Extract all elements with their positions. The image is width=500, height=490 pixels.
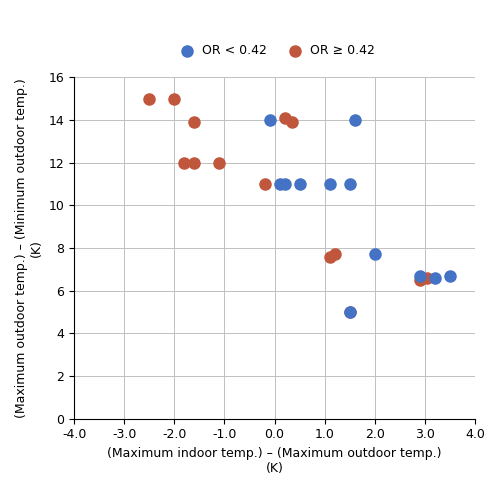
OR < 0.42 — [266, 116, 274, 124]
OR < 0.42 — [296, 180, 304, 188]
OR < 0.42 — [346, 308, 354, 316]
OR ≥ 0.42 — [330, 250, 338, 258]
OR ≥ 0.42 — [170, 95, 178, 102]
OR < 0.42 — [280, 180, 288, 188]
OR ≥ 0.42 — [180, 159, 188, 167]
OR ≥ 0.42 — [416, 276, 424, 284]
OR < 0.42 — [276, 180, 283, 188]
OR ≥ 0.42 — [190, 118, 198, 126]
OR ≥ 0.42 — [216, 159, 224, 167]
OR ≥ 0.42 — [190, 159, 198, 167]
OR < 0.42 — [346, 180, 354, 188]
OR ≥ 0.42 — [280, 114, 288, 122]
OR < 0.42 — [431, 274, 439, 282]
OR < 0.42 — [351, 116, 359, 124]
Y-axis label: (Maximum outdoor temp.) – (Minimum outdoor temp.)
(K): (Maximum outdoor temp.) – (Minimum outdo… — [15, 78, 43, 418]
OR < 0.42 — [371, 250, 379, 258]
OR ≥ 0.42 — [346, 308, 354, 316]
OR < 0.42 — [416, 272, 424, 280]
Legend: OR < 0.42, OR ≥ 0.42: OR < 0.42, OR ≥ 0.42 — [170, 39, 380, 62]
OR < 0.42 — [326, 180, 334, 188]
OR ≥ 0.42 — [288, 118, 296, 126]
OR < 0.42 — [446, 272, 454, 280]
OR ≥ 0.42 — [146, 95, 154, 102]
X-axis label: (Maximum indoor temp.) – (Maximum outdoor temp.)
(K): (Maximum indoor temp.) – (Maximum outdoo… — [108, 447, 442, 475]
OR ≥ 0.42 — [326, 253, 334, 261]
OR ≥ 0.42 — [424, 274, 432, 282]
OR ≥ 0.42 — [260, 180, 268, 188]
